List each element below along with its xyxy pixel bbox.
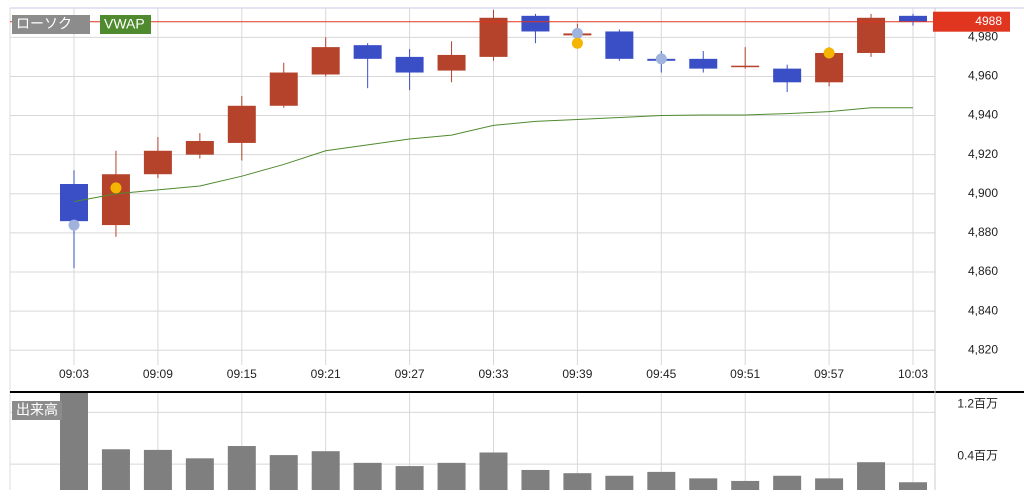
volume-bar bbox=[311, 451, 340, 490]
y-tick-label: 4,840 bbox=[968, 303, 998, 317]
candle-body bbox=[353, 45, 382, 59]
candle-body bbox=[521, 15, 550, 32]
plot-layer: 4,820 4,840 4,860 4,880 4,900 4,920 4,940 4,960… bbox=[10, 8, 1010, 490]
vwap-line bbox=[73, 107, 913, 203]
candle-body bbox=[311, 47, 340, 75]
candle-body bbox=[227, 105, 256, 143]
marker-dot bbox=[823, 47, 835, 59]
candle-body bbox=[269, 72, 298, 106]
x-tick-label: 09:21 bbox=[311, 367, 341, 381]
marker-dot bbox=[68, 219, 80, 231]
volume-bar bbox=[269, 455, 298, 490]
y-tick-label: 1.2百万 bbox=[957, 397, 998, 411]
y-tick-label: 4,860 bbox=[968, 264, 998, 278]
marker-dot bbox=[571, 27, 583, 39]
x-tick-label: 10:03 bbox=[898, 367, 928, 381]
legend-label: VWAP bbox=[104, 16, 145, 32]
candle-body bbox=[185, 140, 214, 155]
x-tick-label: 09:45 bbox=[646, 367, 676, 381]
x-tick-label: 09:03 bbox=[59, 367, 89, 381]
volume-bar bbox=[605, 475, 634, 490]
x-tick-label: 09:39 bbox=[562, 367, 592, 381]
volume-bar bbox=[731, 480, 760, 490]
marker-dot bbox=[110, 182, 122, 194]
volume-bar bbox=[689, 478, 718, 490]
last-price-box bbox=[933, 11, 1010, 32]
volume-bar bbox=[857, 462, 886, 490]
y-tick-label: 4,940 bbox=[968, 108, 998, 122]
candle-body bbox=[605, 31, 634, 59]
volume-bar bbox=[647, 471, 676, 490]
candle-body bbox=[773, 68, 802, 83]
y-tick-label: 4,960 bbox=[968, 69, 998, 83]
legend-label: ローソク bbox=[16, 16, 72, 32]
candle-body bbox=[101, 174, 130, 226]
volume-bar bbox=[101, 449, 130, 490]
candle-body bbox=[731, 65, 760, 68]
volume-bar bbox=[563, 473, 592, 490]
volume-bar bbox=[395, 466, 424, 490]
volume-bar bbox=[899, 482, 927, 490]
candle-body bbox=[395, 56, 424, 73]
y-tick-label: 0.4百万 bbox=[957, 448, 998, 462]
volume-bar bbox=[185, 458, 214, 490]
y-tick-label: 4,880 bbox=[968, 225, 998, 239]
y-tick-label: 4,920 bbox=[968, 147, 998, 161]
x-tick-label: 09:51 bbox=[730, 367, 760, 381]
y-tick-label: 4,980 bbox=[968, 30, 998, 44]
y-tick-label: 4,820 bbox=[968, 342, 998, 356]
x-tick-label: 09:09 bbox=[143, 367, 173, 381]
volume-bar bbox=[227, 446, 256, 490]
x-tick-label: 09:33 bbox=[478, 367, 508, 381]
volume-bar bbox=[353, 462, 382, 490]
candle-body bbox=[899, 15, 927, 22]
volume-bar bbox=[479, 452, 508, 490]
x-tick-label: 09:15 bbox=[227, 367, 257, 381]
last-price-label: 4988 bbox=[975, 14, 1002, 28]
legend-box bbox=[12, 401, 62, 420]
volume-bar bbox=[143, 449, 172, 490]
volume-bar bbox=[437, 462, 466, 490]
candle-body bbox=[857, 17, 886, 53]
volume-bar bbox=[773, 475, 802, 490]
x-tick-label: 09:57 bbox=[814, 367, 844, 381]
candle-body bbox=[479, 17, 508, 57]
volume-bar bbox=[521, 469, 550, 490]
candle-body bbox=[689, 58, 718, 69]
marker-dot bbox=[655, 53, 667, 65]
x-tick-label: 09:27 bbox=[395, 367, 425, 381]
volume-bar bbox=[815, 478, 844, 490]
marker-dot bbox=[571, 37, 583, 49]
y-tick-label: 4,900 bbox=[968, 186, 998, 200]
legend-box bbox=[12, 15, 90, 34]
volume-bar bbox=[60, 393, 88, 490]
candle-body bbox=[60, 184, 88, 222]
candle-body bbox=[143, 150, 172, 175]
candle-body bbox=[437, 54, 466, 71]
legend-label: 出来高 bbox=[16, 402, 58, 418]
legend-box bbox=[100, 15, 151, 34]
